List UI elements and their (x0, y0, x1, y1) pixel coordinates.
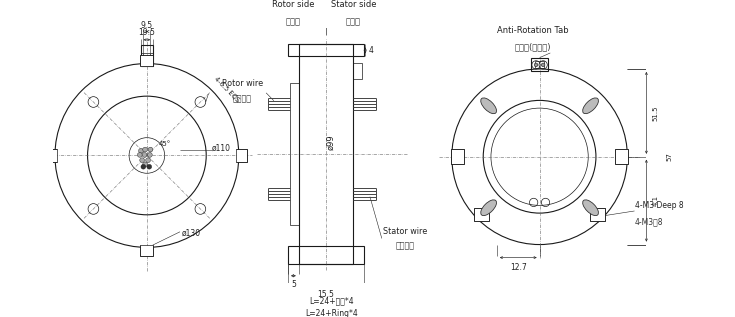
Text: 4-6.5 EQS: 4-6.5 EQS (213, 75, 240, 103)
Circle shape (542, 63, 545, 67)
Text: 4-M3淸8: 4-M3淸8 (634, 217, 663, 226)
Circle shape (137, 152, 142, 157)
Ellipse shape (481, 200, 497, 216)
Circle shape (143, 162, 148, 167)
Text: Rotor wire: Rotor wire (222, 80, 263, 88)
Circle shape (141, 165, 146, 169)
Circle shape (148, 147, 153, 152)
Ellipse shape (583, 200, 598, 216)
Bar (298, 44, 354, 264)
Text: ø130: ø130 (182, 229, 201, 238)
Text: L=24+Ring*4: L=24+Ring*4 (306, 309, 359, 317)
Circle shape (147, 165, 151, 169)
Text: 定子边: 定子边 (346, 17, 361, 26)
Text: Stator wire: Stator wire (384, 227, 428, 236)
Circle shape (142, 152, 147, 157)
Bar (140, 55, 154, 66)
Ellipse shape (583, 98, 598, 114)
Bar (615, 149, 628, 165)
Circle shape (148, 152, 152, 157)
Bar (288, 44, 364, 56)
Text: 12.7: 12.7 (510, 262, 526, 272)
Bar (474, 208, 490, 221)
Bar (354, 63, 362, 80)
Text: 4: 4 (369, 46, 373, 55)
Text: 15.5: 15.5 (318, 290, 334, 299)
Bar (237, 149, 247, 162)
Text: 4-M3 Deep 8: 4-M3 Deep 8 (634, 201, 683, 210)
Text: 止转片(可调节): 止转片(可调节) (514, 42, 551, 52)
Bar (534, 61, 545, 68)
Circle shape (140, 158, 145, 163)
Text: 转子边: 转子边 (286, 17, 301, 26)
Bar (140, 245, 154, 256)
Text: ø99: ø99 (326, 134, 335, 150)
Text: 9.5: 9.5 (141, 21, 153, 30)
Circle shape (534, 63, 538, 67)
Text: 19.5: 19.5 (138, 28, 155, 37)
Text: ø110: ø110 (212, 143, 231, 152)
Text: Anti-Rotation Tab: Anti-Rotation Tab (497, 26, 568, 35)
Text: Rotor side: Rotor side (272, 0, 315, 9)
Circle shape (143, 147, 148, 152)
Ellipse shape (481, 98, 497, 114)
Circle shape (139, 148, 143, 153)
Text: 5: 5 (291, 280, 296, 288)
Bar (531, 58, 548, 71)
Text: Stator side: Stator side (331, 0, 376, 9)
Text: 转子出线: 转子出线 (233, 94, 252, 103)
Text: L=24+路数*4: L=24+路数*4 (309, 296, 354, 305)
Bar (140, 45, 153, 66)
Text: 45°: 45° (159, 141, 171, 146)
Bar (290, 83, 298, 225)
Text: 51.5: 51.5 (653, 105, 659, 120)
Bar (46, 149, 57, 162)
Circle shape (146, 158, 151, 163)
Text: 57: 57 (667, 152, 673, 161)
Bar (288, 246, 364, 264)
Text: 4.1: 4.1 (653, 195, 659, 206)
Text: 定子出线: 定子出线 (396, 242, 415, 251)
Bar (451, 149, 465, 165)
Bar (589, 208, 605, 221)
Bar (143, 53, 151, 66)
